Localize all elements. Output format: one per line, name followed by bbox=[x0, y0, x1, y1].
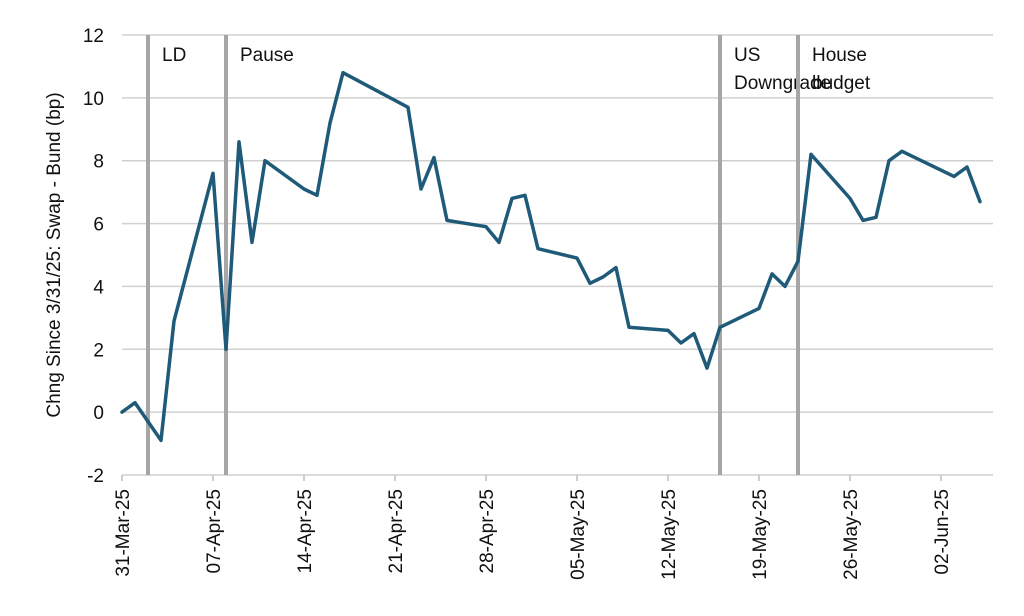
event-label: Downgrade bbox=[734, 73, 831, 94]
data-point bbox=[601, 275, 605, 279]
event-label: budget bbox=[812, 73, 871, 94]
data-point bbox=[445, 218, 449, 222]
event-markers: LD Pause US Downgrade House budget bbox=[146, 35, 871, 475]
data-point bbox=[133, 401, 137, 405]
data-point bbox=[770, 272, 774, 276]
x-tick-label: 31-Mar-25 bbox=[113, 489, 134, 577]
data-point bbox=[692, 332, 696, 336]
y-tick-label: 6 bbox=[93, 215, 104, 236]
series-line bbox=[120, 70, 982, 443]
x-tick-label: 05-May-25 bbox=[568, 489, 589, 580]
data-point bbox=[705, 366, 709, 370]
data-point bbox=[315, 193, 319, 197]
series-layer bbox=[120, 70, 982, 443]
data-point bbox=[952, 174, 956, 178]
data-point bbox=[536, 247, 540, 251]
data-point bbox=[900, 149, 904, 153]
y-axis-title: Chng Since 3/31/25: Swap - Bund (bp) bbox=[44, 92, 65, 417]
data-point bbox=[887, 159, 891, 163]
data-point bbox=[432, 156, 436, 160]
data-point bbox=[419, 187, 423, 191]
x-tick-label: 12-May-25 bbox=[659, 489, 680, 580]
data-point bbox=[484, 225, 488, 229]
x-axis-ticks: 31-Mar-25 07-Apr-25 14-Apr-25 21-Apr-25 28-A… bbox=[113, 475, 953, 580]
event-label: US bbox=[734, 45, 760, 66]
data-point bbox=[627, 325, 631, 329]
x-tick-label: 14-Apr-25 bbox=[295, 489, 316, 574]
data-point bbox=[211, 171, 215, 175]
y-tick-label: 4 bbox=[93, 277, 104, 298]
event-label: LD bbox=[162, 45, 186, 66]
data-point bbox=[523, 193, 527, 197]
data-point bbox=[575, 256, 579, 260]
data-point bbox=[809, 152, 813, 156]
data-point bbox=[159, 438, 163, 442]
data-point bbox=[614, 266, 618, 270]
y-tick-label: 10 bbox=[83, 89, 104, 110]
event-label: House bbox=[812, 45, 867, 66]
y-tick-label: 0 bbox=[93, 403, 104, 424]
data-point bbox=[237, 140, 241, 144]
y-axis-ticks: -2 0 2 4 6 8 10 12 bbox=[83, 26, 105, 487]
x-tick-label: 28-Apr-25 bbox=[477, 489, 498, 574]
y-tick-label: -2 bbox=[87, 466, 104, 487]
data-point bbox=[302, 187, 306, 191]
x-tick-label: 02-Jun-25 bbox=[932, 489, 953, 575]
y-tick-label: 12 bbox=[83, 26, 104, 47]
data-point bbox=[406, 105, 410, 109]
data-point bbox=[757, 306, 761, 310]
x-tick-label: 26-May-25 bbox=[841, 489, 862, 580]
data-point bbox=[861, 218, 865, 222]
data-point bbox=[874, 215, 878, 219]
data-point bbox=[588, 281, 592, 285]
data-point bbox=[497, 240, 501, 244]
data-point bbox=[783, 284, 787, 288]
data-point bbox=[510, 196, 514, 200]
data-point bbox=[848, 196, 852, 200]
data-point bbox=[120, 410, 124, 414]
data-point bbox=[224, 347, 228, 351]
x-tick-label: 19-May-25 bbox=[750, 489, 771, 580]
data-point bbox=[263, 159, 267, 163]
y-tick-label: 8 bbox=[93, 152, 104, 173]
x-tick-label: 21-Apr-25 bbox=[386, 489, 407, 574]
data-point bbox=[328, 121, 332, 125]
y-tick-label: 2 bbox=[93, 340, 104, 361]
data-point bbox=[172, 319, 176, 323]
event-label: Pause bbox=[240, 45, 294, 66]
data-point bbox=[965, 165, 969, 169]
data-point bbox=[250, 240, 254, 244]
x-tick-label: 07-Apr-25 bbox=[204, 489, 225, 574]
data-point bbox=[679, 341, 683, 345]
data-point bbox=[978, 200, 982, 204]
data-point bbox=[666, 328, 670, 332]
data-point bbox=[718, 325, 722, 329]
data-point bbox=[796, 259, 800, 263]
data-point bbox=[341, 71, 345, 75]
